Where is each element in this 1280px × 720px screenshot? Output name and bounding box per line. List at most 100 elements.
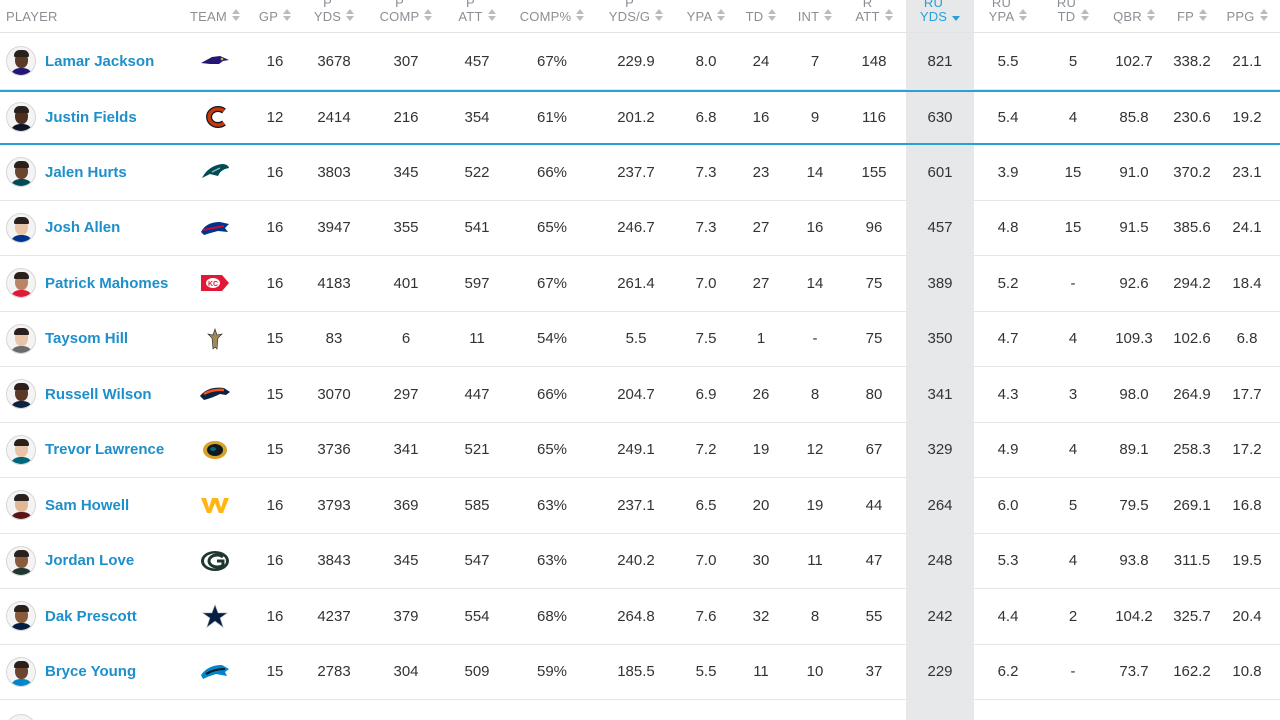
sort-up-arrow	[768, 9, 777, 14]
stat-cell-ru-ypa: 5.3	[997, 552, 1019, 570]
sort-down-arrow	[768, 16, 777, 21]
avatar	[6, 656, 36, 687]
stat-cell-td: 32	[752, 607, 770, 625]
stat-cell-ru-td: 4	[1068, 330, 1078, 348]
table-row[interactable]: Sam Howell 16 3793 369 585 63% 237.1 6.5 20 19 44 2…	[0, 478, 1280, 534]
column-header-p-yds[interactable]: P YDS	[300, 0, 368, 33]
stat-cell-ru-td: 4	[1068, 441, 1078, 459]
player-name-link[interactable]: Dak Prescott	[45, 607, 137, 625]
sort-icon[interactable]	[717, 9, 726, 21]
sort-desc-icon[interactable]	[952, 16, 961, 21]
column-header-text: YPA	[686, 9, 713, 24]
player-name-link[interactable]: Jordan Love	[45, 552, 135, 570]
stat-cell-ru-td: 15	[1064, 163, 1082, 181]
avatar	[6, 545, 36, 576]
player-name-link[interactable]: Jalen Hurts	[45, 163, 127, 181]
avatar-jersey	[10, 68, 33, 76]
table-row[interactable]: Trevor Lawrence 15 3736 341 521 65% 249.1 7.2 19…	[0, 423, 1280, 478]
sort-icon[interactable]	[346, 9, 355, 21]
column-header-qbr[interactable]: QBR	[1104, 0, 1164, 33]
sort-icon[interactable]	[1081, 9, 1090, 21]
stat-cell-att: 509	[464, 663, 490, 681]
column-header-td[interactable]: TD	[734, 0, 788, 33]
table-row[interactable]: Lamar Jackson 16 3678 307 457 67% 229.9 8.0 24 7 1…	[0, 34, 1280, 90]
player-name-link[interactable]: Taysom Hill	[45, 330, 129, 348]
sort-up-arrow	[231, 9, 240, 14]
stat-cell-qbr: 79.5	[1119, 496, 1149, 514]
column-header-text: YDS	[919, 9, 948, 24]
sort-icon[interactable]	[824, 9, 833, 21]
column-header-ru-ypa[interactable]: RU YPA	[974, 0, 1042, 33]
stat-cell-comp-pct: 65%	[536, 219, 568, 237]
table-row[interactable]: Dak Prescott 16 4237 379 554 68% 264.8 7.6 32 8 55…	[0, 589, 1280, 645]
sort-up-arrow	[655, 9, 664, 14]
sort-icon[interactable]	[884, 9, 893, 21]
column-header-att[interactable]: P ATT	[444, 0, 510, 33]
column-header-r-att[interactable]: R ATT	[842, 0, 906, 33]
sort-icon[interactable]	[283, 9, 292, 21]
stat-cell-ru-td: 4	[1068, 552, 1078, 570]
column-header-comp-pct[interactable]: COMP%	[510, 0, 594, 33]
stat-cell-qbr: 91.5	[1119, 219, 1149, 237]
column-header-ppg[interactable]: PPG	[1220, 0, 1274, 33]
stat-cell-comp: 297	[393, 385, 419, 403]
stat-cell-int: 19	[806, 496, 824, 514]
table-row[interactable]: Taysom Hill 15 83 6 11 54% 5.5 7.5 1 - 75 350 4.7 4 10…	[0, 312, 1280, 367]
sort-icon[interactable]	[576, 9, 585, 21]
table-row[interactable]: Bryce Young 15 2783 304 509 59% 185.5 5.5 11 10 37…	[0, 645, 1280, 700]
player-cell: Dak Prescott	[6, 589, 186, 644]
table-row[interactable]: Josh Allen 16 3947 355 541 65% 246.7 7.3 27 16 96 4…	[0, 201, 1280, 256]
sort-down-arrow	[1199, 16, 1207, 21]
stat-cell-ru-ypa: 4.8	[997, 219, 1019, 237]
sort-icon[interactable]	[424, 9, 433, 21]
sort-icon[interactable]	[487, 9, 496, 21]
player-name-link[interactable]: Bryce Young	[45, 663, 137, 681]
player-name-link[interactable]: Sam Howell	[45, 496, 130, 514]
column-header-gp[interactable]: GP	[250, 0, 300, 33]
column-header-team[interactable]: TEAM	[180, 0, 250, 33]
stat-cell-gp: 15	[266, 441, 284, 459]
sort-icon[interactable]	[1146, 9, 1155, 21]
table-header: PLAYER TEAM GP P YDS P COMP P ATT COMP% P YDS/G YPA T…	[0, 0, 1280, 33]
column-header-prefix: RU	[991, 0, 1012, 10]
column-header-comp[interactable]: P COMP	[368, 0, 444, 33]
stat-cell-ppg: 20.4	[1232, 607, 1262, 625]
team-cell	[180, 34, 250, 89]
column-header-ru-td[interactable]: RU TD	[1042, 0, 1104, 33]
column-header-prefix: P	[395, 0, 404, 10]
column-header-int[interactable]: INT	[788, 0, 842, 33]
table-row[interactable]: Russell Wilson 15 3070 297 447 66% 204.7 6.9 26 8…	[0, 367, 1280, 423]
player-name-link[interactable]: Josh Allen	[45, 219, 121, 237]
sort-icon[interactable]	[655, 9, 664, 21]
column-header-ypa[interactable]: YPA	[678, 0, 734, 33]
column-header-ru-yds[interactable]: RU YDS	[906, 0, 974, 33]
player-name-link[interactable]: Russell Wilson	[45, 385, 152, 403]
player-name-link[interactable]: Trevor Lawrence	[45, 441, 165, 459]
player-name-link[interactable]: Lamar Jackson	[45, 52, 155, 70]
column-header-fp[interactable]: FP	[1164, 0, 1220, 33]
stat-cell-ypa: 6.9	[695, 385, 717, 403]
column-header-player[interactable]: PLAYER	[6, 0, 176, 33]
stat-cell-r-att: 75	[865, 330, 883, 348]
sort-down-arrow	[487, 16, 496, 21]
team-cell	[180, 534, 250, 589]
stat-cell-att: 541	[464, 219, 490, 237]
player-name-link[interactable]: Justin Fields	[45, 108, 137, 126]
sort-icon[interactable]	[768, 9, 777, 21]
table-row[interactable]: Jordan Love 16 3843 345 547 63% 240.2 7.0 30 11 47…	[0, 534, 1280, 589]
sort-icon[interactable]	[1259, 9, 1268, 21]
stat-cell-r-att: 80	[865, 385, 883, 403]
bills-logo-icon	[198, 216, 232, 240]
table-row[interactable]: Justin Fields 12 2414 216 354 61% 201.2 6.8 16 9 1…	[0, 89, 1280, 145]
table-row[interactable]: Patrick Mahomes KC 16 4183 401 597 67% 261.4 7.0…	[0, 256, 1280, 312]
stat-cell-yds-g: 237.1	[617, 496, 655, 514]
sort-icon[interactable]	[1019, 9, 1028, 21]
sort-icon[interactable]	[1199, 9, 1207, 21]
sort-icon[interactable]	[231, 9, 240, 21]
stat-cell-fp: 102.6	[1173, 330, 1211, 348]
column-header-yds-g[interactable]: P YDS/G	[594, 0, 678, 33]
player-cell: Josh Allen	[6, 201, 186, 256]
player-name-link[interactable]: Patrick Mahomes	[45, 274, 169, 292]
stat-cell-yds-g: 5.5	[625, 330, 647, 348]
table-row[interactable]: Jalen Hurts 16 3803 345 522 66% 237.7 7.3 23 14 15…	[0, 145, 1280, 201]
